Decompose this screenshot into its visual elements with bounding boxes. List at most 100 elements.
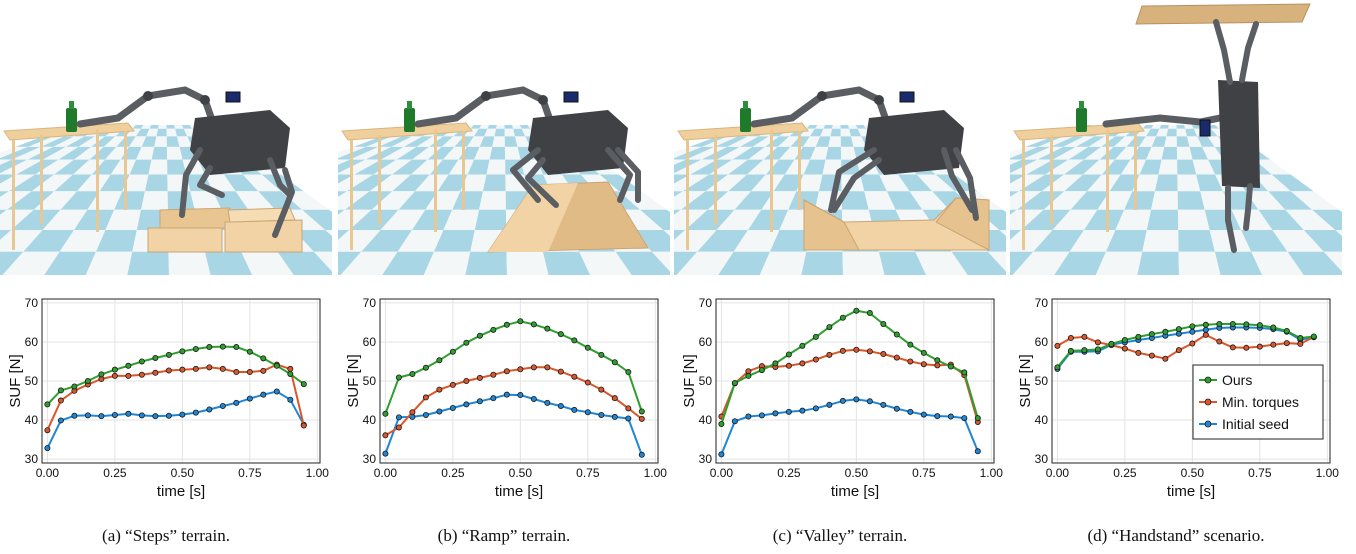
table-leg [1050, 135, 1053, 225]
floor-tile [242, 174, 281, 192]
floor-tile [750, 174, 785, 192]
floor-tile [1135, 128, 1151, 137]
data-point-ours [638, 408, 645, 415]
floor-tile [814, 125, 826, 129]
data-point-min_torques [598, 386, 605, 393]
floor-tile [1045, 159, 1084, 175]
floor-tile [0, 209, 7, 215]
robot-leg [1225, 185, 1237, 253]
floor-tile [825, 146, 842, 160]
floor-tile [338, 229, 381, 252]
data-point-ours [1229, 320, 1236, 327]
data-point-ours [260, 355, 267, 362]
data-point-initial_seed [907, 408, 914, 415]
table-leg [798, 131, 801, 210]
floor-tile [697, 229, 749, 252]
floor-tile [166, 146, 183, 160]
floor-tile [1214, 251, 1263, 275]
floor-tile [915, 251, 968, 275]
floor-tile [175, 128, 188, 137]
floor-tile [398, 191, 438, 210]
data-point-initial_seed [111, 411, 118, 418]
render-valley [674, 0, 1006, 275]
table-leg [350, 140, 353, 250]
terrain [1135, 3, 1311, 25]
floor-tile [674, 251, 698, 275]
floor-tile [1010, 159, 1053, 175]
floor-tile [494, 128, 505, 137]
data-point-ours [731, 379, 738, 386]
floor-tile [99, 174, 130, 192]
floor-tile [136, 146, 155, 160]
floor-tile [1176, 136, 1190, 147]
table-leg [40, 135, 43, 225]
data-point-ours [839, 314, 846, 321]
data-point-min_torques [463, 378, 470, 385]
floor-tile [855, 125, 867, 129]
floor-tile [463, 128, 479, 137]
floor-tile [151, 146, 168, 160]
floor-tile [1037, 146, 1076, 160]
data-point-initial_seed [233, 399, 240, 406]
floor-tile [496, 125, 505, 129]
x-tick-label: 0.50 [845, 466, 869, 480]
floor-tile [125, 128, 141, 137]
floor-tile [429, 159, 459, 175]
floor-tile [0, 229, 12, 241]
bottle-body [1076, 108, 1087, 132]
data-point-ours [625, 369, 632, 376]
y-tick-label: 50 [699, 374, 713, 388]
data-point-initial_seed [758, 412, 765, 419]
data-point-initial_seed [839, 397, 846, 404]
data-point-min_torques [920, 361, 927, 368]
floor-tile [166, 128, 178, 137]
floor-tile [1184, 125, 1194, 129]
floor-tile [579, 251, 632, 275]
data-point-min_torques [839, 347, 846, 354]
floor-tile [135, 128, 150, 137]
floor-tile [85, 251, 133, 275]
floor-tile [716, 146, 753, 160]
floor-tile [465, 251, 507, 275]
floor-tile [519, 125, 531, 129]
data-point-initial_seed [1189, 328, 1196, 335]
floor-tile [1069, 229, 1116, 252]
bottle [1076, 101, 1087, 132]
floor-tile [105, 209, 142, 230]
data-point-ours [125, 362, 132, 369]
data-point-initial_seed [530, 395, 537, 402]
floor-tile [0, 159, 12, 165]
x-axis-label: time [s] [495, 483, 543, 500]
floor-tile [167, 159, 187, 175]
floor-tile [403, 136, 433, 147]
floor-tile [380, 146, 417, 160]
data-point-initial_seed [449, 404, 456, 411]
floor-tile [76, 174, 111, 192]
robot [414, 86, 641, 208]
floor-tile [1187, 136, 1203, 147]
y-tick-label: 40 [363, 413, 377, 427]
robot-arm-joint [817, 91, 827, 101]
data-point-min_torques [1202, 331, 1209, 338]
data-point-min_torques [571, 373, 578, 380]
data-point-ours [273, 362, 280, 369]
data-point-min_torques [382, 432, 389, 439]
data-point-initial_seed [395, 414, 402, 421]
floor-tile [42, 209, 88, 230]
floor-tile [765, 159, 795, 175]
floor-tile [177, 136, 193, 147]
bottle-neck [743, 101, 748, 109]
x-tick-label: 1.00 [980, 466, 1004, 480]
robot-body [190, 110, 290, 175]
floor-tile [433, 229, 475, 252]
data-point-initial_seed [947, 413, 954, 420]
data-point-min_torques [490, 371, 497, 378]
robot-sensor [563, 91, 579, 103]
floor-tile [802, 136, 821, 147]
data-point-initial_seed [826, 401, 833, 408]
data-point-ours [1094, 346, 1101, 353]
floor-tile [840, 146, 857, 160]
floor-tile [59, 229, 106, 252]
floor-tile [473, 128, 488, 137]
floor-tile [1113, 136, 1136, 147]
